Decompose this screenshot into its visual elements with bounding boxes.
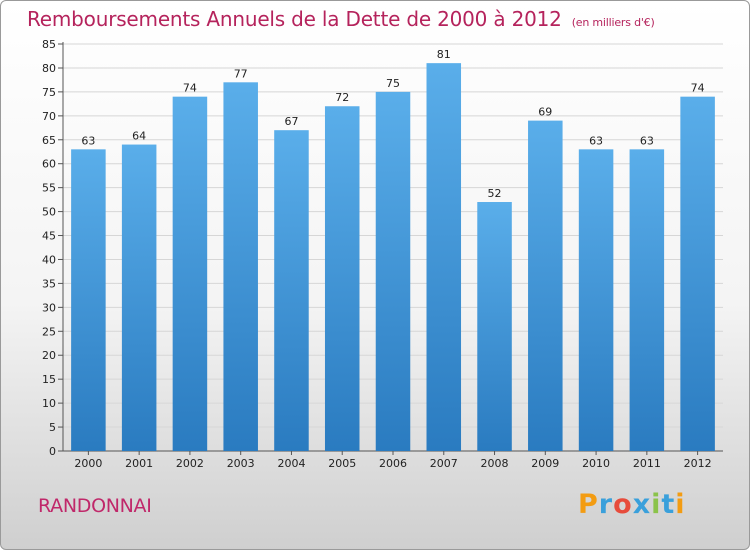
bar-value-label: 75: [386, 77, 400, 90]
bar-2007: [426, 63, 462, 451]
bar-2009: [528, 120, 563, 452]
y-tick-label: 65: [42, 134, 56, 147]
bar-value-label: 63: [589, 134, 603, 147]
x-tick-label: 2007: [430, 457, 458, 470]
x-tick-label: 2009: [531, 457, 559, 470]
logo-letter: i: [651, 489, 662, 520]
y-tick-label: 50: [42, 206, 56, 219]
bar-2012: [680, 96, 715, 451]
bar-value-label: 77: [234, 67, 248, 80]
x-tick-label: 2004: [277, 457, 305, 470]
y-tick-label: 85: [42, 38, 56, 51]
y-tick-label: 80: [42, 62, 56, 75]
logo-letter: t: [661, 489, 676, 520]
bar-value-label: 52: [488, 187, 502, 200]
y-tick-label: 10: [42, 397, 56, 410]
bars: [71, 63, 715, 452]
bar-2003: [223, 82, 258, 452]
x-tick-label: 2005: [328, 457, 356, 470]
bar-2008: [477, 202, 512, 451]
bar-value-label: 81: [437, 48, 451, 61]
bar-2011: [629, 149, 665, 451]
logo-letter: r: [598, 489, 614, 520]
bar-2001: [121, 144, 157, 451]
logo-letter: x: [632, 489, 652, 520]
bar-value-label: 67: [284, 115, 298, 128]
logo-letter: P: [578, 489, 599, 520]
bar-value-label: 64: [132, 130, 146, 143]
bar-2000: [71, 149, 106, 451]
bar-value-label: 74: [183, 82, 197, 95]
y-tick-label: 45: [42, 230, 56, 243]
bar-value-label: 63: [81, 134, 95, 147]
y-tick-label: 15: [42, 373, 56, 386]
chart-subtitle: (en milliers d'€): [571, 16, 655, 29]
y-tick-label: 25: [42, 325, 56, 338]
x-tick-label: 2012: [684, 457, 712, 470]
y-tick-label: 60: [42, 158, 56, 171]
x-tick-label: 2010: [582, 457, 610, 470]
y-tick-label: 0: [49, 445, 56, 458]
chart-title: Remboursements Annuels de la Dette de 20…: [27, 7, 655, 31]
bar-value-label: 69: [538, 106, 552, 119]
bar-value-label: 63: [640, 134, 654, 147]
bar-2004: [274, 130, 309, 451]
x-tick-label: 2002: [176, 457, 204, 470]
bar-2010: [578, 149, 614, 451]
labels: 0 5 10 15 20 25 30 35 40 45 50 55 60 65 70 75 80 85 63 2000…: [42, 38, 712, 470]
y-tick-label: 20: [42, 349, 56, 362]
x-tick-label: 2006: [379, 457, 407, 470]
y-tick-label: 40: [42, 253, 56, 266]
y-tick-label: 5: [49, 421, 56, 434]
y-tick-label: 70: [42, 110, 56, 123]
chart-title-text: Remboursements Annuels de la Dette de 20…: [27, 7, 562, 31]
bar-value-label: 72: [335, 91, 349, 104]
y-tick-label: 30: [42, 301, 56, 314]
y-tick-label: 75: [42, 86, 56, 99]
x-tick-label: 2011: [633, 457, 661, 470]
bar-2002: [172, 96, 208, 451]
proxiti-logo: Proxiti: [578, 489, 686, 520]
x-tick-label: 2000: [74, 457, 102, 470]
logo-letter: i: [675, 489, 686, 520]
bar-2006: [375, 91, 411, 451]
bar-2005: [324, 106, 360, 451]
y-tick-label: 55: [42, 182, 56, 195]
x-tick-label: 2008: [481, 457, 509, 470]
x-tick-label: 2003: [227, 457, 255, 470]
commune-name: RANDONNAI: [38, 495, 152, 517]
logo-letter: o: [613, 489, 633, 520]
x-tick-label: 2001: [125, 457, 153, 470]
y-tick-label: 35: [42, 277, 56, 290]
bar-value-label: 74: [691, 82, 705, 95]
